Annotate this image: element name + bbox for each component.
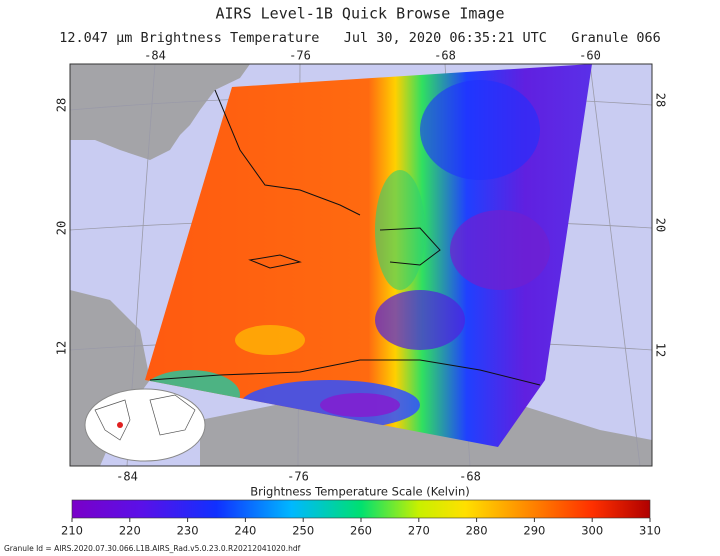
lat-label-right: 20 [654, 218, 668, 232]
title: AIRS Level-1B Quick Browse Image [216, 5, 505, 23]
colorbar-tick-label: 260 [350, 524, 372, 538]
colorbar-tick-label: 220 [119, 524, 141, 538]
colorbar [71, 499, 651, 519]
lat-label-right: 12 [654, 343, 668, 357]
colorbar-tick-label: 250 [292, 524, 314, 538]
colorbar-tick-label: 240 [234, 524, 256, 538]
lon-label-top: -68 [434, 49, 456, 63]
colorbar-tick-label: 270 [408, 524, 430, 538]
colorbar-tick-label: 280 [466, 524, 488, 538]
map [70, 64, 652, 466]
coastlines [149, 89, 541, 386]
lon-label-top: -76 [289, 49, 311, 63]
colorbar-title: Brightness Temperature Scale (Kelvin) [250, 485, 470, 499]
lon-label-top: -84 [144, 49, 166, 63]
colorbar-tick-label: 290 [523, 524, 545, 538]
lat-label-left: 28 [55, 98, 69, 112]
lat-label-left: 12 [55, 341, 69, 355]
colorbar-tick-label: 230 [177, 524, 199, 538]
lat-label-right: 28 [654, 93, 668, 107]
footer: Granule Id = AIRS.2020.07.30.066.L1B.AIR… [4, 544, 301, 553]
land-us [70, 64, 250, 160]
colorbar-tick-label: 310 [639, 524, 661, 538]
inset-globe [84, 388, 206, 462]
lat-label-left: 20 [55, 221, 69, 235]
lon-label-bottom: -84 [116, 470, 138, 484]
colorbar-tick-label: 300 [581, 524, 603, 538]
colorbar-tick-label: 210 [61, 524, 83, 538]
lon-label-top: -60 [579, 49, 601, 63]
lon-label-bottom: -68 [459, 470, 481, 484]
lon-label-bottom: -76 [287, 470, 309, 484]
subtitle: 12.047 μm Brightness Temperature Jul 30,… [59, 30, 660, 46]
map-frame [69, 63, 653, 467]
